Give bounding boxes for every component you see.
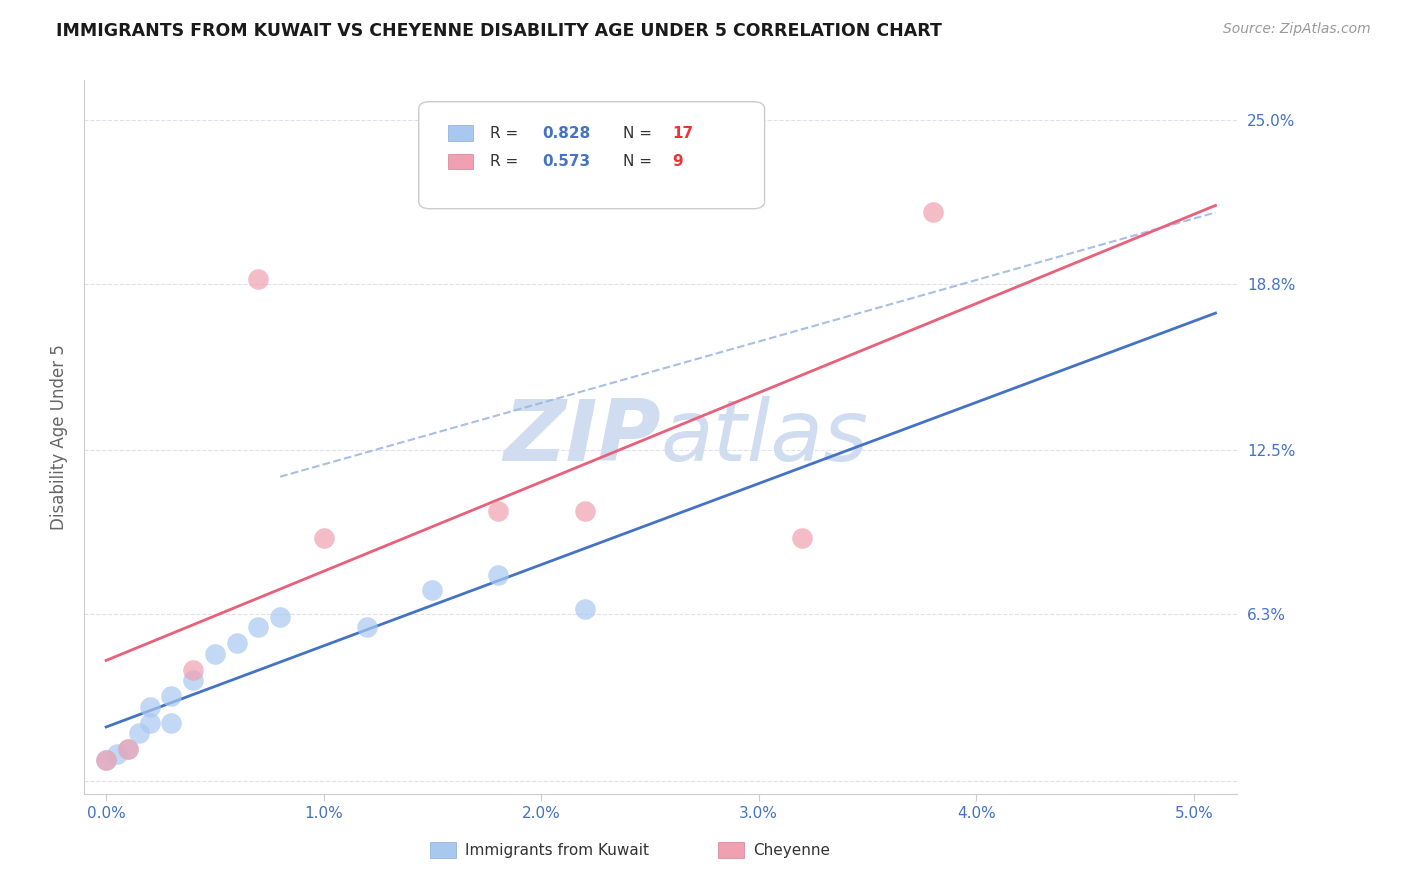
Point: [792, 531, 814, 545]
Point: [269, 609, 291, 624]
Point: [422, 583, 444, 598]
Text: 0.573: 0.573: [543, 154, 591, 169]
Point: [105, 747, 128, 762]
Point: [138, 715, 160, 730]
Point: [117, 742, 139, 756]
Point: [160, 689, 183, 703]
FancyBboxPatch shape: [447, 125, 472, 141]
Point: [574, 602, 596, 616]
Text: IMMIGRANTS FROM KUWAIT VS CHEYENNE DISABILITY AGE UNDER 5 CORRELATION CHART: IMMIGRANTS FROM KUWAIT VS CHEYENNE DISAB…: [56, 22, 942, 40]
Text: N =: N =: [623, 154, 657, 169]
Point: [225, 636, 247, 650]
Point: [356, 620, 378, 634]
FancyBboxPatch shape: [447, 153, 472, 169]
Text: 9: 9: [672, 154, 683, 169]
Point: [181, 673, 204, 688]
Point: [117, 742, 139, 756]
Y-axis label: Disability Age Under 5: Disability Age Under 5: [49, 344, 67, 530]
Point: [94, 752, 117, 766]
Text: Immigrants from Kuwait: Immigrants from Kuwait: [465, 843, 648, 858]
Point: [160, 715, 183, 730]
Point: [247, 271, 270, 285]
Point: [921, 205, 943, 219]
Point: [138, 699, 160, 714]
Point: [486, 567, 509, 582]
Text: N =: N =: [623, 126, 657, 141]
Text: R =: R =: [491, 126, 523, 141]
Text: R =: R =: [491, 154, 523, 169]
FancyBboxPatch shape: [419, 102, 765, 209]
Point: [94, 752, 117, 766]
Point: [574, 504, 596, 518]
Point: [204, 647, 226, 661]
Point: [181, 663, 204, 677]
Text: ZIP: ZIP: [503, 395, 661, 479]
FancyBboxPatch shape: [718, 842, 744, 858]
Point: [312, 531, 335, 545]
Text: atlas: atlas: [661, 395, 869, 479]
Text: 0.828: 0.828: [543, 126, 591, 141]
Point: [486, 504, 509, 518]
Text: Source: ZipAtlas.com: Source: ZipAtlas.com: [1223, 22, 1371, 37]
Text: 17: 17: [672, 126, 693, 141]
Point: [128, 726, 150, 740]
FancyBboxPatch shape: [430, 842, 456, 858]
Point: [247, 620, 270, 634]
Text: Cheyenne: Cheyenne: [754, 843, 830, 858]
